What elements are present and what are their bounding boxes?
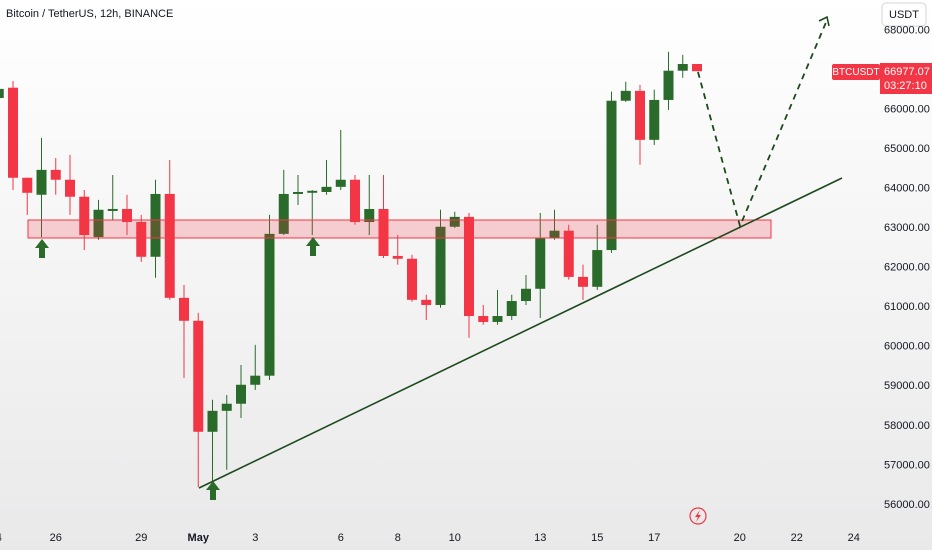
candle-body bbox=[8, 87, 18, 178]
candle-body bbox=[107, 208, 118, 211]
chart-title: Bitcoin / TetherUS, 12h, BINANCE bbox=[6, 8, 173, 20]
alert-icon-bolt bbox=[695, 510, 701, 522]
candle-body bbox=[506, 301, 517, 317]
last-price-label: 66977.07 bbox=[884, 66, 930, 78]
x-tick-label: 13 bbox=[534, 532, 546, 544]
y-tick-label: 65000.00 bbox=[884, 143, 930, 155]
candle-body bbox=[150, 193, 161, 257]
countdown-label: 03:27:10 bbox=[884, 80, 927, 92]
candle-body bbox=[421, 299, 432, 305]
candle-body bbox=[521, 288, 531, 302]
candle-body bbox=[293, 191, 303, 194]
x-tick-label: 17 bbox=[648, 532, 660, 544]
x-tick-label: 15 bbox=[591, 532, 603, 544]
up-arrow bbox=[206, 481, 220, 500]
candle-body bbox=[549, 230, 560, 238]
y-tick-label: 56000.00 bbox=[884, 499, 930, 511]
price-tag bbox=[880, 63, 932, 94]
candle-body bbox=[221, 403, 232, 411]
y-tick-label: 60000.00 bbox=[884, 341, 930, 353]
candle-body bbox=[236, 384, 246, 404]
support-zone bbox=[27, 219, 772, 239]
candle-body bbox=[321, 186, 332, 192]
x-tick-label: 24 bbox=[848, 532, 860, 544]
x-tick-label: 29 bbox=[135, 532, 147, 544]
candle-body bbox=[278, 193, 289, 234]
candle-body bbox=[22, 177, 33, 193]
candle-body bbox=[36, 169, 47, 195]
y-tick-label: 59000.00 bbox=[884, 380, 930, 392]
x-tick-label: 8 bbox=[395, 532, 401, 544]
candle-body bbox=[435, 226, 446, 305]
up-arrow bbox=[35, 239, 49, 258]
candle-body bbox=[335, 179, 346, 187]
symbol-tag bbox=[832, 64, 880, 80]
candle-body bbox=[250, 375, 261, 385]
trend-line bbox=[198, 177, 843, 489]
candle-body bbox=[606, 100, 617, 251]
x-tick-label: 4 bbox=[0, 532, 2, 544]
alert-icon[interactable] bbox=[689, 507, 707, 525]
candles bbox=[0, 51, 702, 488]
currency-button[interactable] bbox=[881, 2, 927, 27]
candle-body bbox=[307, 190, 318, 193]
candle-body bbox=[392, 255, 403, 259]
x-tick-label: 26 bbox=[50, 532, 62, 544]
candle-body bbox=[264, 233, 275, 376]
candle-body bbox=[350, 179, 360, 223]
projection-path bbox=[697, 19, 828, 229]
y-tick-label: 58000.00 bbox=[884, 420, 930, 432]
candle-body bbox=[378, 208, 389, 256]
y-tick-label: 68000.00 bbox=[884, 25, 930, 37]
x-tick-label: 20 bbox=[734, 532, 746, 544]
candle-body bbox=[620, 90, 631, 101]
currency-label: USDT bbox=[889, 9, 919, 21]
candle-body bbox=[164, 193, 175, 298]
candle-body bbox=[0, 88, 4, 98]
candle-body bbox=[136, 222, 147, 257]
y-tick-label: 63000.00 bbox=[884, 222, 930, 234]
y-tick-label: 57000.00 bbox=[884, 459, 930, 471]
candle-body bbox=[478, 316, 489, 322]
candle-body bbox=[677, 63, 688, 71]
candle-body bbox=[179, 297, 189, 321]
candle-body bbox=[692, 63, 702, 72]
candle-body bbox=[122, 208, 132, 223]
y-tick-label: 61000.00 bbox=[884, 301, 930, 313]
candle-body bbox=[65, 179, 75, 197]
candle-body bbox=[535, 237, 546, 289]
candle-body bbox=[93, 209, 104, 238]
x-tick-label: 22 bbox=[791, 532, 803, 544]
candle-body bbox=[207, 410, 218, 432]
symbol-tag-label: BTCUSDT bbox=[832, 67, 879, 78]
x-tick-label: 3 bbox=[252, 532, 258, 544]
y-tick-label: 66000.00 bbox=[884, 104, 930, 116]
x-tick-label: 6 bbox=[338, 532, 344, 544]
candle-body bbox=[663, 70, 674, 100]
candle-body bbox=[635, 90, 645, 140]
candle-body bbox=[649, 99, 660, 140]
candle-body bbox=[563, 230, 574, 277]
x-tick-label: 10 bbox=[449, 532, 461, 544]
candle-body bbox=[364, 208, 375, 223]
candle-body bbox=[50, 169, 61, 180]
candle-body bbox=[578, 276, 588, 287]
y-tick-label: 62000.00 bbox=[884, 262, 930, 274]
projection-arrowhead bbox=[818, 15, 830, 27]
candle-body bbox=[449, 216, 460, 227]
candle-body bbox=[592, 250, 603, 287]
candle-body bbox=[79, 196, 90, 236]
x-tick-label: May bbox=[188, 532, 210, 544]
up-arrow bbox=[306, 237, 320, 256]
candle-body bbox=[193, 320, 204, 432]
y-tick-label: 64000.00 bbox=[884, 183, 930, 195]
candle-body bbox=[492, 316, 503, 322]
candle-body bbox=[407, 258, 417, 300]
candle-body bbox=[464, 216, 474, 317]
